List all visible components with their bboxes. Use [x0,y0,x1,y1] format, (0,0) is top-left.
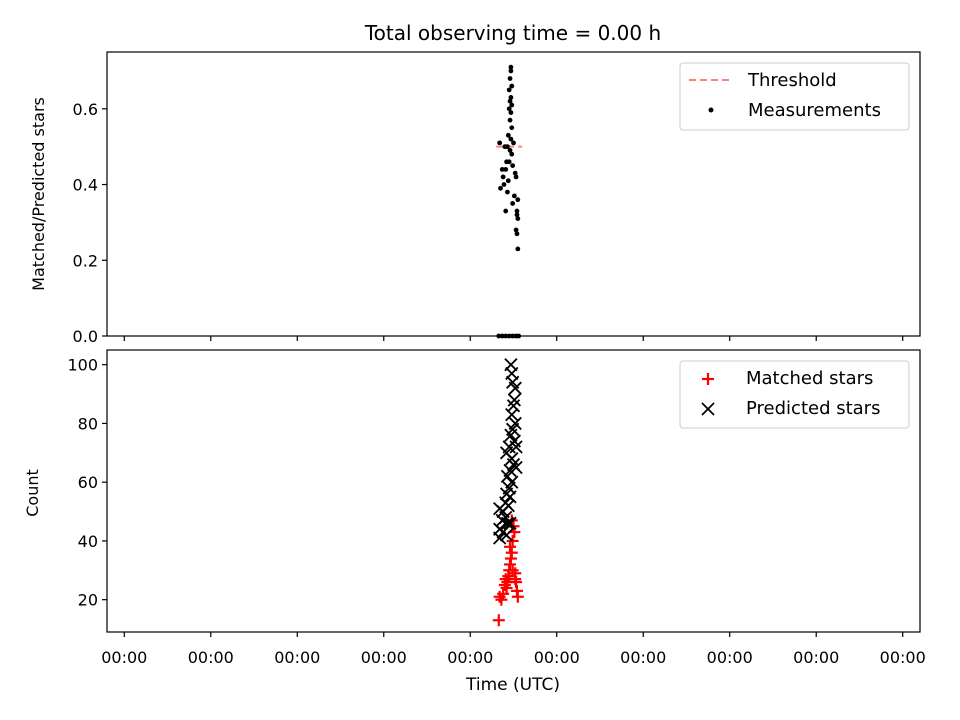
measurements-point [514,212,520,218]
measurements-point [515,197,521,203]
measurements-point [511,193,517,199]
top-ytick-label: 0.4 [73,176,98,195]
legend-predicted-swatch [701,402,715,416]
predicted-stars-point [504,428,518,442]
bottom-axes: 20 40 60 80 100 00:00 00:00 00:00 00:00 00:00 00:0… [23,349,926,695]
measurements-point [503,208,509,214]
measurements-point [511,140,516,146]
bottom-xtick-label: 00:00 [707,648,753,667]
measurements-point [506,87,512,93]
measurements-point [513,227,519,233]
top-axes-frame [106,51,921,337]
top-plot-area: 0.0 0.2 0.4 0.6 [73,64,904,346]
bottom-xtick-label: 00:00 [620,648,666,667]
measurements-point [514,208,520,214]
matched-stars-point [506,564,519,577]
top-ylabel: Matched/Predicted stars [29,97,48,291]
matched-stars-point [509,573,522,586]
measurements-point [509,125,515,131]
bottom-xtick-label: 00:00 [880,648,926,667]
bottom-ytick-label: 60 [78,473,98,492]
top-ytick-label: 0.0 [73,327,98,346]
measurements-point [508,68,514,74]
measurements-point [506,159,512,165]
measurements-point [508,110,514,115]
measurements-point [515,246,521,252]
bottom-ytick-label: 100 [67,356,98,375]
matched-stars-point [500,581,513,594]
bottom-ylabel: Count [23,469,42,517]
matched-stars-point [511,590,524,603]
figure-title: Total observing time = 0.00 h [364,21,661,45]
measurements-point [514,231,520,237]
predicted-stars-point [503,490,517,504]
bottom-xtick-label: 00:00 [447,648,493,667]
measurements-point [505,189,510,195]
measurements-point [498,185,503,191]
measurements-point [507,117,513,123]
bottom-xtick-label: 00:00 [534,648,580,667]
measurements-point [513,174,519,180]
bottom-xtick-label: 00:00 [101,648,147,667]
bottom-ytick-label: 40 [78,532,98,551]
legend-predicted-label: Predicted stars [746,398,880,419]
bottom-legend-box [679,360,910,429]
measurements-point [508,64,514,70]
predicted-stars-point [500,469,515,483]
legend-threshold-label: Threshold [747,70,837,91]
bottom-plot-area: 20 40 60 80 100 00:00 00:00 00:00 00:00 00:00 00:0… [67,356,925,667]
measurements-point [509,83,515,89]
bottom-xlabel: Time (UTC) [465,675,560,695]
measurements-point [501,182,507,187]
measurements-point [510,163,516,169]
measurements-point [505,178,511,184]
top-ytick-label: 0.2 [73,251,98,270]
matched-stars-point [504,540,517,553]
predicted-stars-point [505,407,519,422]
measurements-point [510,201,516,206]
legend-matched-swatch [702,373,714,385]
matched-stars-point [505,546,518,559]
bottom-ytick-label: 20 [78,591,98,610]
legend-matched-label: Matched stars [746,368,873,389]
measurements-point [507,98,513,104]
measurements-point [515,216,521,222]
legend-measurements-swatch [708,107,714,113]
matched-stars-point [495,593,508,606]
bottom-xtick-label: 00:00 [361,648,407,667]
bottom-xtick-label: 00:00 [188,648,234,667]
bottom-ytick-label: 80 [78,414,98,433]
measurements-point [506,106,512,112]
predicted-stars-point [493,531,507,545]
legend-measurements-label: Measurements [748,100,881,121]
measurements-point [508,95,514,100]
predicted-stars-point [500,516,515,530]
matched-stars-point [492,614,505,627]
top-legend-box [679,62,910,131]
bottom-xtick-label: 00:00 [793,648,839,667]
bottom-xtick-label: 00:00 [274,648,320,667]
measurements-point [503,166,509,172]
measurements-point [509,151,515,157]
measurements-point [512,170,518,176]
measurements-point [505,144,510,150]
measurements-point [508,136,514,142]
measurements-point [500,174,506,180]
predicted-stars-point [508,381,522,395]
bottom-axes-frame [106,349,921,633]
predicted-stars-point [503,516,517,530]
measurements-point [509,102,515,108]
top-ytick-label: 0.6 [73,100,98,119]
measurements-point [497,140,503,146]
predicted-stars-point [499,528,514,542]
measurements-point [507,148,513,153]
top-axes: 0.0 0.2 0.4 0.6 Matched/Predicted stars Thr… [29,51,921,346]
measurements-point [505,132,511,138]
bottom-legend: Matched stars Predicted stars [679,360,910,429]
top-legend: Threshold Measurements [679,62,910,131]
measurements-point [507,76,513,81]
measurements-point [499,166,505,172]
